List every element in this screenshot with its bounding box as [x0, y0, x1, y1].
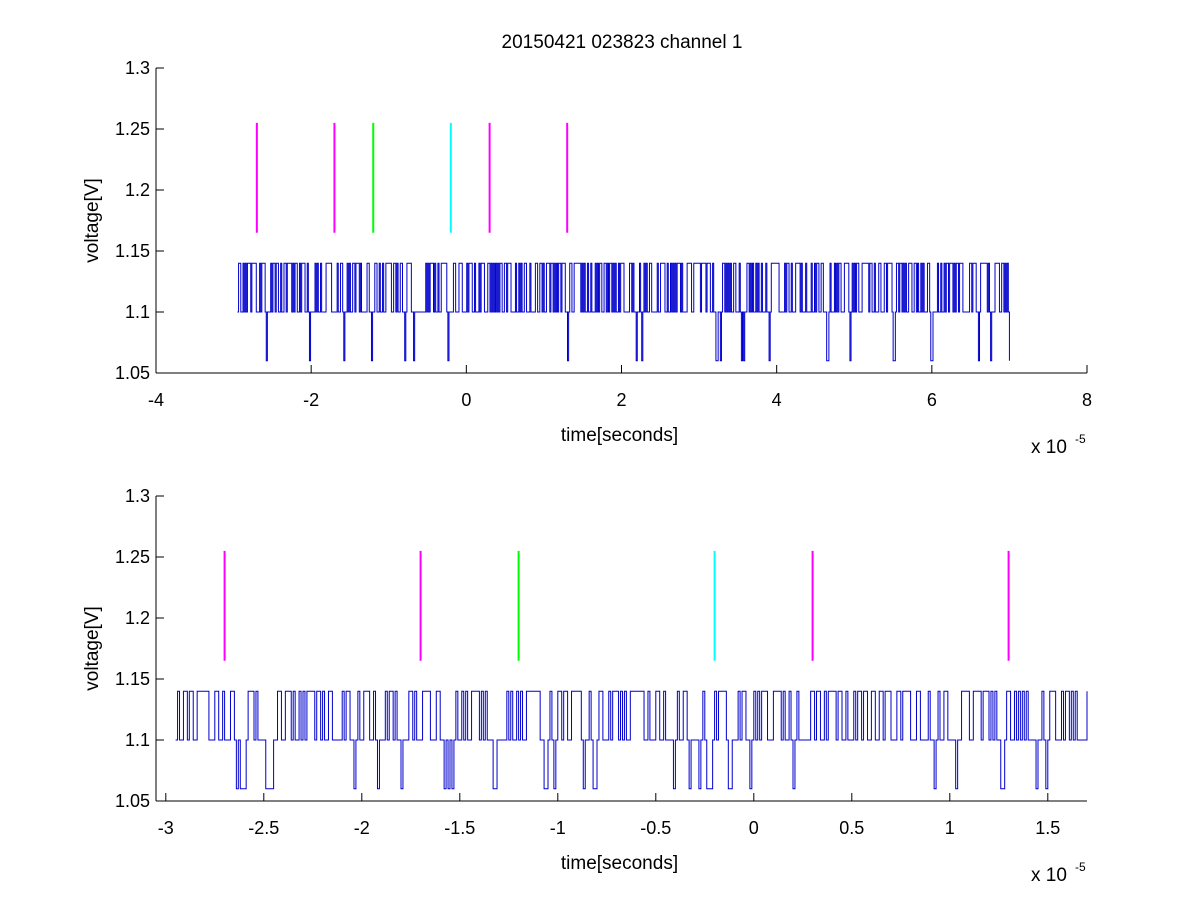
- x-tick-label: 6: [927, 390, 937, 410]
- x-tick-label: 1.5: [1035, 818, 1060, 838]
- x-tick-label: 1: [945, 818, 955, 838]
- x-tick-label: 8: [1082, 390, 1092, 410]
- chart-title: 20150421 023823 channel 1: [502, 32, 743, 53]
- y-tick-label: 1.3: [125, 486, 150, 506]
- x-tick-label: -0.5: [640, 818, 671, 838]
- y-tick-label: 1.15: [115, 241, 150, 261]
- x-multiplier-exponent: -5: [1075, 432, 1086, 446]
- x-multiplier-label: x 10: [1031, 437, 1067, 458]
- y-tick-label: 1.05: [115, 791, 150, 811]
- y-tick-label: 1.2: [125, 608, 150, 628]
- x-tick-label: -1: [550, 818, 566, 838]
- x-multiplier-exponent: -5: [1075, 860, 1086, 874]
- x-axis-label: time[seconds]: [561, 425, 678, 446]
- x-tick-label: 0: [461, 390, 471, 410]
- y-tick-label: 1.25: [115, 547, 150, 567]
- y-tick-label: 1.1: [125, 302, 150, 322]
- x-tick-label: 0.5: [839, 818, 864, 838]
- bottom-subplot: 1.05 1.1 1.15 1.2 1.25 1.3 -3 -2.5 -2 -1.5 -1 -0.5 0…: [82, 486, 1088, 886]
- y-axis-label: voltage[V]: [82, 606, 103, 691]
- y-tick-label: 1.2: [125, 180, 150, 200]
- x-tick-label: -3: [158, 818, 174, 838]
- y-tick-label: 1.25: [115, 119, 150, 139]
- signal-trace: [175, 690, 1088, 790]
- y-tick-label: 1.1: [125, 730, 150, 750]
- y-tick-label: 1.3: [125, 58, 150, 78]
- x-multiplier-label: x 10: [1031, 865, 1067, 886]
- y-tick-label: 1.05: [115, 363, 150, 383]
- y-axis-label: voltage[V]: [82, 178, 103, 263]
- top-subplot: 1.05 1.1 1.15 1.2 1.25 1.3 -4 -2 0 2 4 6 8 time[secon…: [82, 58, 1092, 458]
- x-tick-label: -2.5: [248, 818, 279, 838]
- x-tick-label: -4: [148, 390, 164, 410]
- x-tick-label: -1.5: [444, 818, 475, 838]
- x-tick-label: 2: [616, 390, 626, 410]
- y-tick-label: 1.15: [115, 669, 150, 689]
- x-tick-label: 0: [749, 818, 759, 838]
- signal-trace: [237, 262, 1010, 362]
- x-tick-label: -2: [354, 818, 370, 838]
- x-axis-label: time[seconds]: [561, 853, 678, 874]
- x-tick-label: 4: [772, 390, 782, 410]
- x-tick-label: -2: [303, 390, 319, 410]
